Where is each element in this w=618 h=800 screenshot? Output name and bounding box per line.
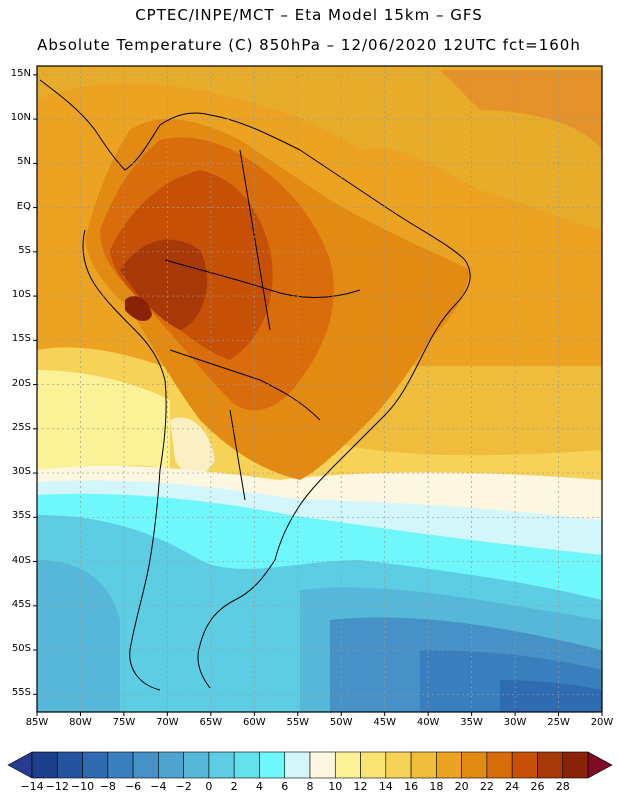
colorbar-label: 6 — [281, 780, 289, 793]
latitude-label: 15S — [11, 333, 31, 345]
latitude-label: 10N — [10, 112, 31, 124]
longitude-label: 40W — [416, 717, 440, 728]
colorbar-label: 0 — [205, 780, 213, 793]
colorbar-label: −2 — [175, 780, 192, 793]
colorbar-under-arrow — [7, 751, 33, 779]
latitude-label: 30S — [11, 466, 31, 478]
latitude-label: EQ — [16, 200, 31, 212]
colorbar-label: 22 — [479, 780, 494, 793]
colorbar-swatch — [486, 751, 513, 779]
latitude-label: 35S — [11, 510, 31, 522]
latitude-label: 5S — [18, 244, 31, 256]
colorbar-swatch — [537, 751, 564, 779]
colorbar-label: −4 — [150, 780, 167, 793]
latitude-label: 10S — [11, 289, 31, 301]
colorbar-label: 10 — [328, 780, 343, 793]
colorbar-swatch — [309, 751, 336, 779]
latitude-label: 50S — [11, 643, 31, 655]
colorbar-label: 2 — [230, 780, 238, 793]
longitude-label: 20W — [590, 717, 614, 728]
colorbar-label: 26 — [530, 780, 545, 793]
longitude-label: 65W — [199, 717, 223, 728]
longitude-label: 85W — [25, 717, 49, 728]
colorbar-swatch — [183, 751, 210, 779]
axis-ticks — [33, 74, 603, 716]
colorbar-label: 18 — [429, 780, 444, 793]
colorbar-swatch — [360, 751, 387, 779]
latitude-label: 20S — [11, 377, 31, 389]
colorbar-swatch — [284, 751, 311, 779]
longitude-label: 60W — [242, 717, 266, 728]
longitude-label: 55W — [286, 717, 310, 728]
colorbar-label: 4 — [255, 780, 263, 793]
longitude-label: 50W — [329, 717, 353, 728]
colorbar-swatch — [233, 751, 260, 779]
colorbar-swatch — [385, 751, 412, 779]
temperature-field — [37, 66, 602, 712]
colorbar-label: 14 — [378, 780, 393, 793]
longitude-label: 75W — [112, 717, 136, 728]
longitude-label: 45W — [373, 717, 396, 728]
colorbar-swatch — [511, 751, 538, 779]
colorbar-label: −12 — [45, 780, 69, 793]
colorbar-label: 16 — [404, 780, 419, 793]
graticule — [37, 66, 602, 712]
colorbar-swatch — [132, 751, 159, 779]
colorbar-swatch — [461, 751, 488, 779]
colorbar-label: −10 — [70, 780, 95, 793]
latitude-label: 40S — [11, 554, 31, 566]
colorbar-label: 12 — [353, 780, 368, 793]
colorbar-swatch — [334, 751, 361, 779]
latitude-label: 15N — [10, 67, 31, 79]
colorbar-label: 28 — [555, 780, 570, 793]
longitude-label: 70W — [156, 717, 179, 728]
latitude-label: 25S — [11, 421, 31, 433]
map-frame — [36, 65, 603, 713]
colorbar-swatch — [562, 751, 589, 779]
colorbar-over-arrow — [587, 751, 613, 779]
longitude-label: 30W — [503, 717, 527, 728]
colorbar-swatch — [82, 751, 109, 779]
longitude-label: 25W — [547, 717, 570, 728]
colorbar-label: 8 — [306, 780, 314, 793]
colorbar-swatch — [259, 751, 286, 779]
colorbar-swatch — [208, 751, 235, 779]
colorbar-swatch — [158, 751, 184, 779]
coastline — [39, 79, 471, 691]
longitude-label: 80W — [69, 717, 92, 728]
colorbar-label: 20 — [454, 780, 469, 793]
colorbar-swatch — [410, 751, 437, 779]
colorbar-swatch — [436, 751, 462, 779]
colorbar-label: −6 — [124, 780, 142, 793]
longitude-label: 35W — [460, 717, 483, 728]
latitude-label: 5N — [17, 156, 31, 168]
colorbar-swatch — [107, 751, 134, 779]
colorbar-swatch — [31, 751, 58, 779]
latitude-label: 55S — [11, 687, 31, 699]
colorbar-label: −14 — [20, 780, 44, 793]
colorbar-swatch — [56, 751, 83, 779]
map-title: CPTEC/INPE/MCT – Eta Model 15km – GFS — [135, 6, 483, 24]
latitude-label: 45S — [11, 598, 31, 610]
map-subtitle: Absolute Temperature (C) 850hPa – 12/06/… — [37, 36, 581, 54]
colorbar-label: −8 — [99, 780, 116, 793]
colorbar-label: 24 — [505, 780, 520, 793]
